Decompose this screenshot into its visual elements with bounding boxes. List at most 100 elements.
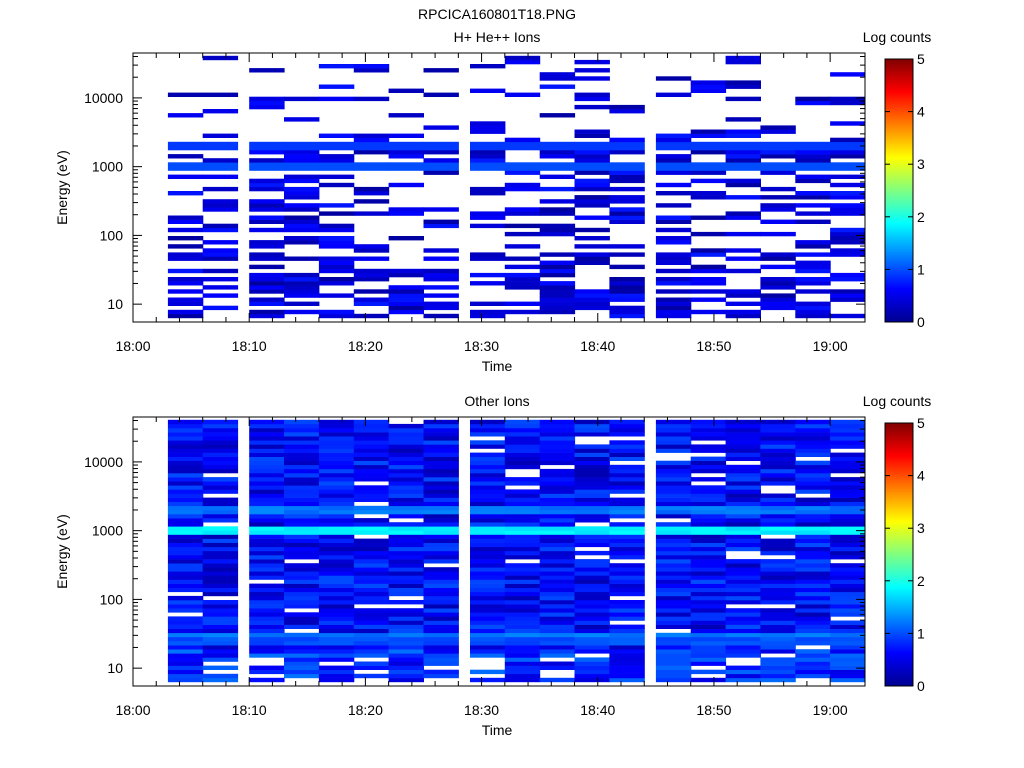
cell — [423, 248, 459, 253]
cell — [795, 301, 831, 306]
cell — [574, 526, 610, 531]
cell — [655, 579, 692, 584]
cell — [470, 150, 506, 155]
cell — [388, 546, 424, 552]
cell — [760, 231, 796, 237]
cell — [284, 550, 320, 556]
cell — [470, 567, 506, 572]
cell — [690, 277, 727, 282]
cell — [388, 236, 424, 241]
colorbar-tick-label: 0 — [917, 678, 925, 694]
cell — [504, 677, 541, 683]
cell — [760, 661, 796, 666]
cell — [249, 456, 285, 461]
cell — [202, 501, 239, 507]
cell — [574, 620, 610, 625]
cell — [249, 186, 285, 192]
cell — [353, 571, 390, 576]
cell — [574, 661, 610, 666]
cell — [655, 145, 692, 151]
cell — [725, 96, 761, 102]
cell — [353, 616, 390, 621]
cell — [167, 141, 204, 147]
cell — [318, 620, 355, 625]
cell — [690, 509, 727, 515]
cell — [423, 583, 459, 588]
cell — [284, 501, 320, 507]
cell — [423, 473, 459, 478]
cell — [574, 419, 610, 425]
cell — [690, 170, 727, 175]
cell — [249, 571, 285, 576]
cell — [353, 444, 390, 449]
cell — [795, 636, 831, 642]
cell — [539, 514, 576, 519]
cell — [574, 297, 610, 302]
cell — [202, 268, 239, 274]
cell — [284, 227, 320, 233]
cell — [423, 285, 459, 290]
cell — [167, 448, 204, 453]
cell — [574, 252, 610, 257]
cell — [609, 211, 645, 216]
cell — [249, 464, 285, 470]
cell — [470, 444, 506, 449]
cell — [470, 649, 506, 654]
cell — [353, 493, 390, 498]
cell — [353, 636, 390, 642]
cell — [167, 555, 204, 560]
cell — [423, 162, 459, 167]
cell — [760, 493, 796, 498]
cell — [574, 632, 610, 638]
cell — [539, 518, 576, 523]
cell — [202, 432, 239, 437]
cell — [504, 419, 541, 425]
cell — [760, 162, 796, 167]
cell — [470, 555, 506, 560]
cell — [388, 182, 424, 188]
cell — [539, 489, 576, 494]
cell — [725, 649, 761, 654]
cell — [318, 514, 355, 519]
cell — [353, 579, 390, 584]
cell — [609, 563, 645, 568]
cell — [609, 641, 645, 646]
cell — [470, 571, 506, 576]
cell — [725, 419, 761, 425]
cell — [830, 649, 866, 654]
y-tick-label: 1000 — [92, 523, 123, 539]
cell — [725, 166, 761, 171]
cell — [167, 567, 204, 572]
cell — [655, 563, 692, 568]
cell — [795, 158, 831, 163]
cell — [830, 211, 866, 216]
cell — [388, 645, 424, 650]
cell — [609, 567, 645, 572]
cell — [690, 297, 727, 302]
cell — [388, 653, 424, 658]
cell — [249, 285, 285, 290]
cell — [470, 509, 506, 515]
cell — [423, 313, 459, 319]
cell — [388, 305, 424, 311]
cell — [539, 281, 576, 286]
cell — [690, 456, 727, 461]
cell — [539, 460, 576, 466]
cell — [609, 473, 645, 478]
cell — [504, 534, 541, 539]
cell — [202, 227, 239, 233]
cell — [725, 583, 761, 588]
cell — [284, 174, 320, 179]
cell — [202, 186, 239, 192]
cell — [725, 55, 761, 61]
cell — [167, 608, 204, 613]
cell — [760, 423, 796, 429]
cell — [202, 305, 239, 311]
cell — [609, 277, 645, 282]
cell — [504, 591, 541, 597]
cell — [504, 501, 541, 507]
cell — [795, 289, 831, 294]
cell — [725, 313, 761, 319]
cell — [830, 620, 866, 625]
cell — [202, 645, 239, 650]
